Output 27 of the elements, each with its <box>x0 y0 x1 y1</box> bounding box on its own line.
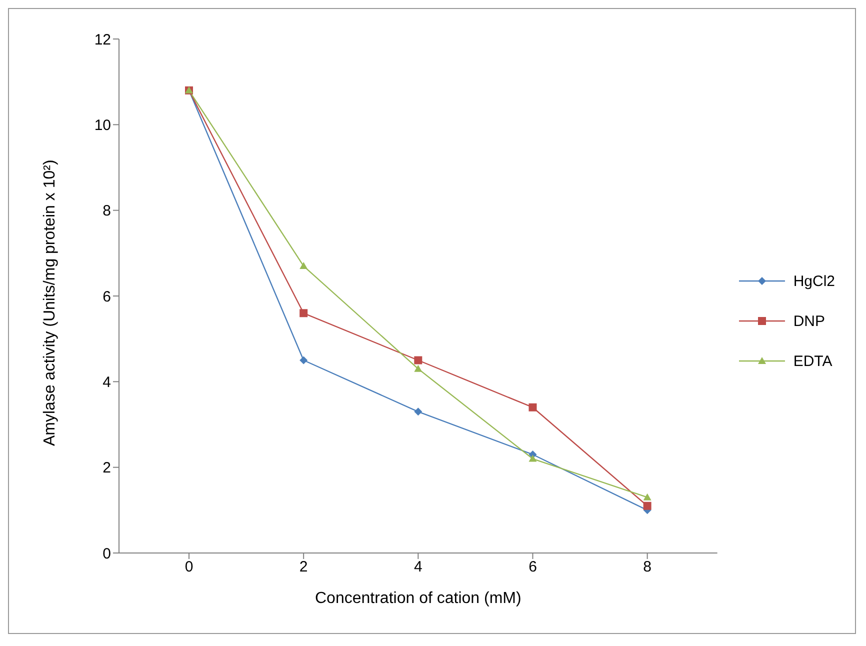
y-tick-label: 6 <box>102 288 111 306</box>
point <box>643 493 652 500</box>
y-tick-label: 8 <box>102 202 111 220</box>
legend-label: HgCl2 <box>793 272 835 290</box>
y-tick-label: 0 <box>102 545 111 562</box>
y-tick-label: 4 <box>102 374 111 391</box>
point <box>643 502 652 510</box>
x-tick-label: 0 <box>184 558 194 576</box>
y-tick-label: 10 <box>94 116 111 134</box>
legend-label: DNP <box>793 312 825 330</box>
x-axis-title: Concentration of cation (mM) <box>315 590 522 607</box>
x-tick-label: 4 <box>414 558 422 576</box>
legend-label: EDTA <box>793 352 832 370</box>
y-tick-label: 12 <box>94 31 111 48</box>
point <box>414 364 422 372</box>
x-tick-label: 6 <box>528 558 537 576</box>
point <box>300 356 308 364</box>
point <box>414 408 422 416</box>
x-tick-label: 2 <box>299 558 308 576</box>
point <box>528 454 537 462</box>
y-axis-title: Amylase activity (Units/mg protein x 10²) <box>42 160 59 446</box>
point <box>300 262 308 270</box>
point <box>414 356 422 364</box>
point <box>528 403 537 412</box>
x-tick-label: 8 <box>643 558 652 576</box>
y-tick-label: 2 <box>102 460 111 477</box>
point <box>300 309 308 318</box>
